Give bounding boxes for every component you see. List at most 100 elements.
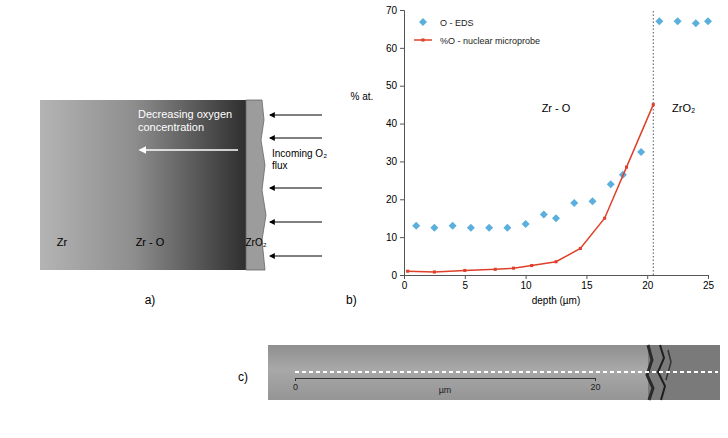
legend-label: O - EDS bbox=[440, 18, 474, 28]
y-tick: 10 bbox=[386, 232, 404, 243]
y-tick: 20 bbox=[386, 194, 404, 205]
scan-line bbox=[295, 371, 718, 373]
scale-tick-mark bbox=[595, 378, 596, 381]
y-tick-mark bbox=[400, 275, 404, 276]
y-tick-mark bbox=[400, 48, 404, 49]
data-point bbox=[674, 17, 682, 25]
y-tick: 70 bbox=[386, 5, 404, 16]
flux-arrow bbox=[270, 138, 322, 139]
x-tick-label: 10 bbox=[521, 280, 533, 291]
data-point bbox=[625, 166, 628, 169]
x-tick: 15 bbox=[581, 275, 593, 291]
panel-label: a) bbox=[145, 293, 156, 307]
x-tick-mark bbox=[586, 275, 587, 279]
y-tick-label: 40 bbox=[386, 118, 398, 129]
data-point bbox=[522, 220, 530, 228]
chart: 0510152025010203040506070depth (µm)% at.… bbox=[346, 5, 714, 307]
gradient-arrow bbox=[140, 149, 238, 150]
data-point bbox=[540, 210, 548, 218]
y-tick-label: 0 bbox=[391, 270, 397, 281]
x-tick: 10 bbox=[521, 275, 533, 291]
legend: O - EDS %O - nuclear microprobe bbox=[414, 18, 540, 46]
x-tick-label: 25 bbox=[703, 280, 715, 291]
data-point bbox=[463, 269, 466, 272]
y-tick-label: 50 bbox=[386, 80, 398, 91]
reference-line bbox=[653, 10, 654, 275]
scale-tick-mark bbox=[295, 378, 296, 381]
data-point bbox=[530, 264, 533, 267]
x-tick: 20 bbox=[642, 275, 654, 291]
y-tick-mark bbox=[400, 86, 404, 87]
data-point bbox=[655, 17, 663, 25]
legend-marker bbox=[419, 18, 427, 26]
data-point bbox=[494, 268, 497, 271]
data-point bbox=[503, 224, 511, 232]
data-point bbox=[406, 270, 409, 273]
x-tick-label: 20 bbox=[642, 280, 654, 291]
y-tick-mark bbox=[400, 237, 404, 238]
y-axis: 0 10 20 30 40 50 60 70 bbox=[386, 5, 405, 281]
data-point bbox=[449, 222, 457, 230]
y-tick: 50 bbox=[386, 80, 404, 91]
annotation: ZrO₂ bbox=[672, 102, 695, 114]
y-tick: 30 bbox=[386, 156, 404, 167]
y-tick-label: 60 bbox=[386, 43, 398, 54]
x-tick: 0 bbox=[402, 275, 408, 291]
scale-tick: 20 bbox=[590, 378, 600, 392]
scale-tick-label: 0 bbox=[293, 382, 298, 392]
legend-marker bbox=[421, 38, 424, 41]
data-point bbox=[433, 270, 436, 273]
scale-unit: µm bbox=[439, 385, 452, 395]
data-point bbox=[485, 224, 493, 232]
data-point bbox=[652, 103, 655, 106]
scale-tick-label: 20 bbox=[590, 382, 600, 392]
data-point bbox=[588, 197, 596, 205]
x-axis: 0 5 10 15 20 25 bbox=[402, 275, 715, 291]
x-tick-label: 0 bbox=[402, 280, 408, 291]
micrograph: 0 20 µm c) bbox=[238, 345, 720, 400]
y-tick-label: 10 bbox=[386, 232, 398, 243]
diagram: Decreasing oxygenconcentrationIncoming O… bbox=[40, 100, 327, 307]
y-tick: 60 bbox=[386, 43, 404, 54]
micrograph-image bbox=[268, 345, 720, 400]
x-tick-mark bbox=[526, 275, 527, 279]
flux-arrow bbox=[270, 115, 322, 116]
data-point bbox=[554, 260, 557, 263]
series bbox=[412, 17, 712, 231]
crack bbox=[666, 350, 671, 380]
x-tick: 25 bbox=[703, 275, 715, 291]
flux-arrow bbox=[270, 256, 322, 257]
data-point bbox=[637, 148, 645, 156]
region-label: Zr - O bbox=[136, 236, 165, 248]
data-point bbox=[692, 19, 700, 27]
flux-arrow bbox=[270, 222, 322, 223]
x-tick-mark bbox=[465, 275, 466, 279]
series bbox=[406, 103, 655, 273]
panel-label: b) bbox=[346, 293, 357, 307]
y-tick: 0 bbox=[391, 270, 404, 281]
legend-label: %O - nuclear microprobe bbox=[440, 36, 540, 46]
panel-label: c) bbox=[238, 370, 248, 384]
y-tick-label: 70 bbox=[386, 5, 398, 16]
x-tick-label: 15 bbox=[581, 280, 593, 291]
metal-region bbox=[40, 100, 247, 270]
data-point bbox=[467, 224, 475, 232]
data-point bbox=[552, 214, 560, 222]
region-label: Zr bbox=[57, 236, 68, 248]
y-tick-mark bbox=[400, 161, 404, 162]
y-axis-line bbox=[400, 11, 405, 276]
data-point bbox=[512, 267, 515, 270]
x-tick-label: 5 bbox=[463, 280, 469, 291]
oxide-layer bbox=[246, 100, 266, 270]
data-point bbox=[430, 224, 438, 232]
x-axis-title: depth (µm) bbox=[532, 295, 581, 306]
scale-axis-line bbox=[296, 379, 596, 382]
series-line bbox=[408, 105, 654, 272]
y-tick: 40 bbox=[386, 118, 404, 129]
legend-swatch bbox=[414, 39, 432, 41]
text-line: Decreasing oxygen bbox=[138, 108, 232, 120]
data-point bbox=[607, 180, 615, 188]
x-tick: 5 bbox=[463, 275, 469, 291]
diagram-text: Decreasing oxygenconcentration bbox=[138, 108, 232, 133]
text-line: concentration bbox=[138, 121, 204, 133]
